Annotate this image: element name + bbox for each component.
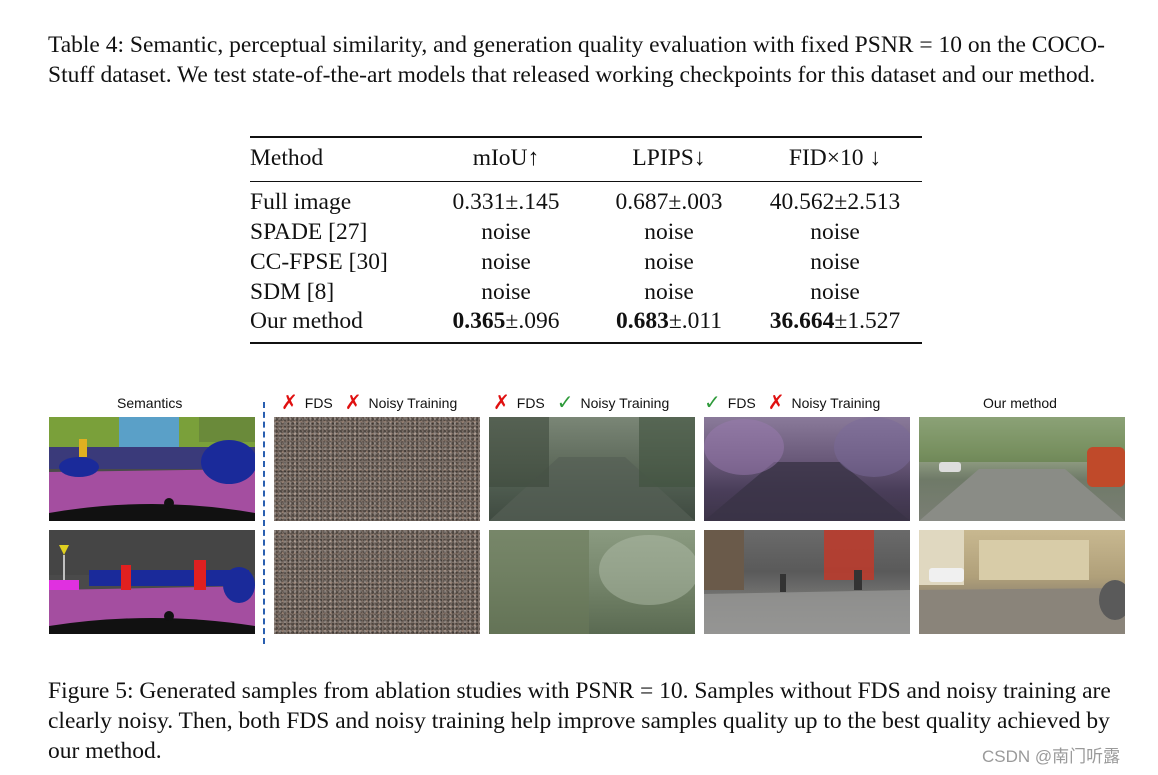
watermark: CSDN @南门听露 bbox=[982, 747, 1121, 766]
row-method: SPADE [27] bbox=[250, 219, 368, 245]
fid-best: 36.664 bbox=[769, 308, 835, 334]
lpips-best: 0.683 bbox=[615, 308, 669, 334]
header-miou: mIoU↑ bbox=[472, 145, 540, 171]
table-mid-rule bbox=[250, 181, 922, 182]
semantic-map-2 bbox=[49, 530, 255, 634]
label-col3: ✓ FDS ✗ Noisy Training bbox=[704, 392, 881, 414]
label-noisy-training: Noisy Training bbox=[368, 395, 458, 411]
label-our-method: Our method bbox=[983, 394, 1057, 412]
sample-fds-no-noisy-2 bbox=[704, 530, 910, 634]
sample-no-fds-no-noisy-1 bbox=[274, 417, 480, 521]
sample-no-fds-noisy-1 bbox=[489, 417, 695, 521]
table-header: Method mIoU↑ LPIPS↓ FID×10 ↓ bbox=[250, 143, 922, 173]
row-fid: noise bbox=[810, 249, 860, 275]
check-icon: ✓ bbox=[556, 392, 574, 414]
row-method: SDM [8] bbox=[250, 279, 335, 305]
table-bottom-rule bbox=[250, 342, 922, 344]
row-miou: 0.331±.145 bbox=[452, 189, 560, 215]
miou-std: ±.096 bbox=[505, 308, 560, 334]
miou-best: 0.365 bbox=[452, 308, 506, 334]
table-top-rule bbox=[250, 136, 922, 138]
cross-icon: ✗ bbox=[767, 392, 785, 414]
label-fds: FDS bbox=[516, 395, 545, 411]
table-row: Our method 0.365±.096 0.683±.011 36.664±… bbox=[250, 306, 922, 336]
figure-divider bbox=[263, 402, 265, 644]
label-col1: ✗ FDS ✗ Noisy Training bbox=[281, 392, 458, 414]
label-semantics-text: Semantics bbox=[117, 395, 183, 411]
table-row: SDM [8] noise noise noise bbox=[250, 277, 922, 307]
label-col2: ✗ FDS ✓ Noisy Training bbox=[493, 392, 670, 414]
sample-our-method-2 bbox=[919, 530, 1125, 634]
table-row: CC-FPSE [30] noise noise noise bbox=[250, 247, 922, 277]
fid-std: ±1.527 bbox=[834, 308, 901, 334]
label-semantics: Semantics bbox=[117, 394, 182, 412]
sample-our-method-1 bbox=[919, 417, 1125, 521]
sample-no-fds-no-noisy-2 bbox=[274, 530, 480, 634]
row-fid: noise bbox=[810, 219, 860, 245]
sample-fds-no-noisy-1 bbox=[704, 417, 910, 521]
row-lpips: noise bbox=[644, 249, 694, 275]
row-miou: noise bbox=[481, 249, 531, 275]
cross-icon: ✗ bbox=[493, 392, 510, 414]
table-row: Full image 0.331±.145 0.687±.003 40.562±… bbox=[250, 187, 922, 217]
row-lpips: 0.687±.003 bbox=[615, 189, 723, 215]
row-method: CC-FPSE [30] bbox=[250, 249, 388, 275]
table-caption: Table 4: Semantic, perceptual similarity… bbox=[48, 32, 1105, 88]
header-method: Method bbox=[250, 145, 324, 171]
label-our-method-text: Our method bbox=[983, 395, 1057, 411]
cross-icon: ✗ bbox=[344, 392, 362, 414]
figure-caption: Figure 5: Generated samples from ablatio… bbox=[48, 678, 1111, 764]
check-icon: ✓ bbox=[704, 392, 721, 414]
label-noisy-training: Noisy Training bbox=[580, 395, 670, 411]
lpips-std: ±.011 bbox=[668, 308, 723, 334]
row-lpips: 0.683±.011 bbox=[594, 306, 744, 336]
sample-no-fds-noisy-2 bbox=[489, 530, 695, 634]
row-method: Full image bbox=[250, 189, 352, 215]
label-fds: FDS bbox=[304, 395, 333, 411]
semantic-map-1 bbox=[49, 417, 255, 521]
row-miou: 0.365±.096 bbox=[418, 306, 594, 336]
label-noisy-training: Noisy Training bbox=[791, 395, 881, 411]
row-miou: noise bbox=[481, 279, 531, 305]
row-fid: 36.664±1.527 bbox=[744, 306, 926, 336]
row-fid: noise bbox=[810, 279, 860, 305]
row-lpips: noise bbox=[644, 219, 694, 245]
header-fid: FID×10 ↓ bbox=[788, 145, 882, 171]
row-miou: noise bbox=[481, 219, 531, 245]
row-method: Our method bbox=[250, 308, 363, 334]
header-lpips: LPIPS↓ bbox=[632, 145, 706, 171]
row-lpips: noise bbox=[644, 279, 694, 305]
cross-icon: ✗ bbox=[281, 392, 298, 414]
table-row: SPADE [27] noise noise noise bbox=[250, 217, 922, 247]
row-fid: 40.562±2.513 bbox=[769, 189, 901, 215]
label-fds: FDS bbox=[727, 395, 756, 411]
